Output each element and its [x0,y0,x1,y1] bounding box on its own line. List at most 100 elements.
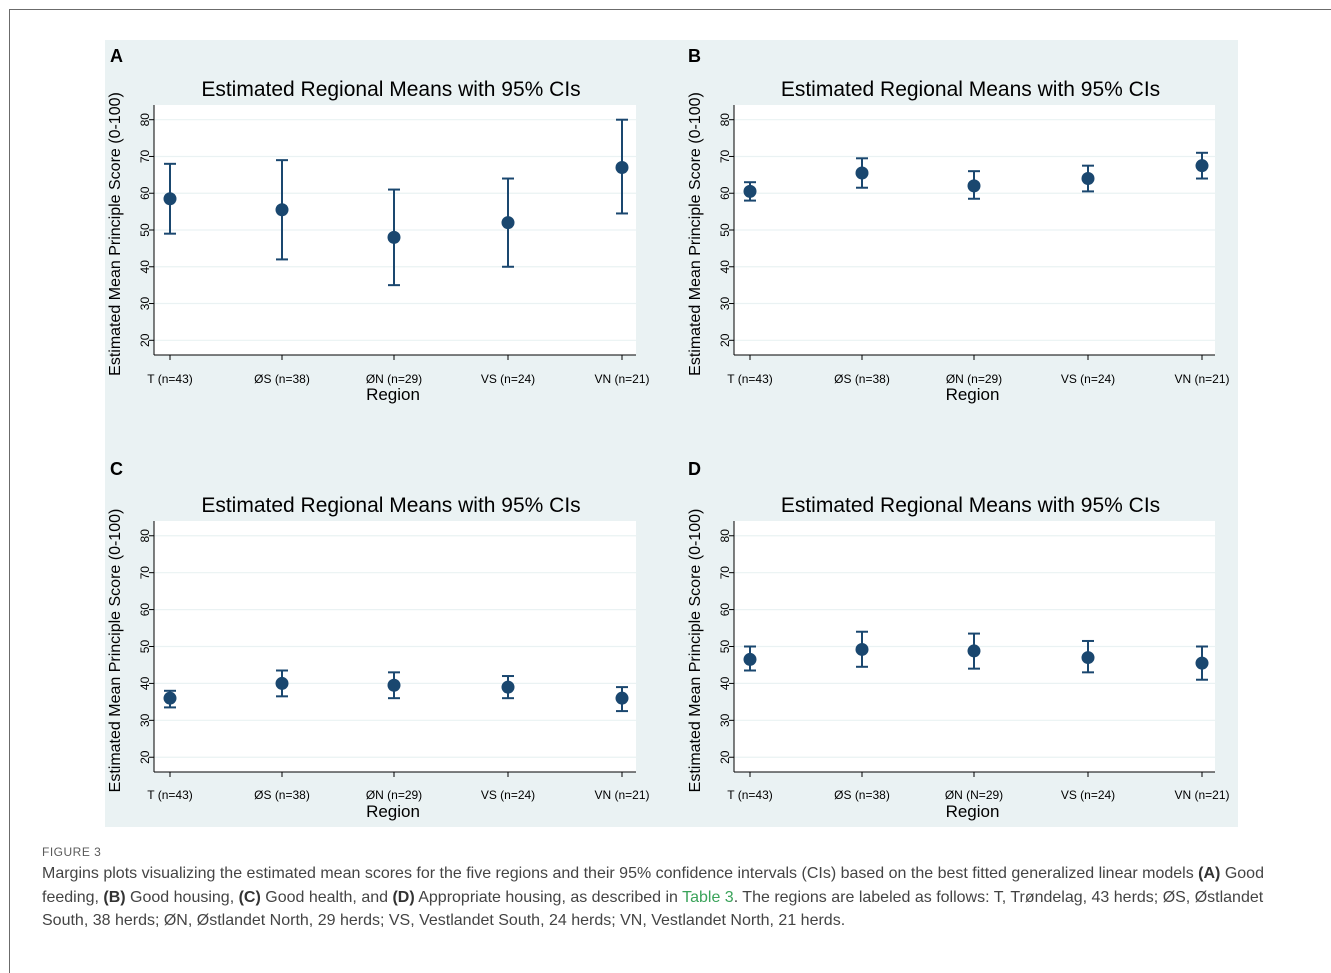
panel-letter: A [110,46,123,66]
y-tick-label: 80 [138,529,152,543]
caption-panel-c: (C) [238,888,261,906]
mean-point [967,644,981,658]
y-tick-label: 20 [718,750,732,764]
x-tick-label: ØS (n=38) [254,788,310,802]
chart-title: Estimated Regional Means with 95% CIs [201,78,580,101]
mean-point [615,161,629,174]
y-tick-label: 30 [138,713,152,727]
mean-point [1195,656,1209,670]
mean-point [1081,651,1095,665]
chart-title: Estimated Regional Means with 95% CIs [781,78,1160,101]
caption-panel-a: (A) [1198,865,1221,882]
x-tick-label: VS (n=24) [1061,788,1115,802]
mean-point [967,179,981,193]
y-tick-label: 50 [138,223,152,237]
panel-letter: D [688,459,701,479]
y-tick-label: 80 [718,113,732,127]
table-3-link[interactable]: Table 3 [682,888,734,906]
panel-a: 20 30 40 50 60 70 80 A Estimated Regional Means … [107,46,650,404]
panel-d: 20 30 40 50 60 70 80 D Estimated Regional Means … [687,459,1230,821]
chart-title: Estimated Regional Means with 95% CIs [201,494,580,517]
x-axis-label: Region [366,385,420,404]
y-tick-label: 70 [138,149,152,163]
figure-caption: Margins plots visualizing the estimated … [42,862,1302,933]
y-tick-label: 70 [718,149,732,163]
mean-point [855,166,869,180]
x-tick-label: ØN (N=29) [945,788,1003,802]
figure-label: FIGURE 3 [42,845,102,859]
mean-point [501,680,515,694]
mean-point [743,652,757,666]
x-tick-label: ØS (n=38) [834,372,890,386]
y-axis-label: Estimated Mean Principle Score (0-100) [687,92,704,376]
y-tick-label: 30 [718,297,732,311]
x-tick-label: ØN (n=29) [946,372,1002,386]
caption-panel-b-text: Good housing, [125,888,239,906]
y-tick-label: 60 [138,186,152,200]
x-tick-label: VN (n=21) [594,788,649,802]
y-axis-label: Estimated Mean Principle Score (0-100) [107,509,124,793]
mean-point [275,203,289,217]
chart-title: Estimated Regional Means with 95% CIs [781,494,1160,517]
y-tick-label: 80 [138,113,152,127]
panel-letter: B [688,46,701,66]
y-tick-label: 30 [138,297,152,311]
y-tick-label: 30 [718,713,732,727]
y-tick-label: 50 [718,640,732,654]
x-axis-label: Region [366,802,420,821]
panel-c: 20 30 40 50 60 70 80 C Estimated Regional Means … [107,459,650,821]
x-tick-label: ØS (n=38) [254,372,310,386]
mean-point [163,192,177,206]
mean-point [275,676,289,690]
x-tick-label: T (n=43) [727,372,772,386]
y-tick-label: 20 [138,750,152,764]
y-tick-label: 20 [138,333,152,347]
x-tick-label: VN (n=21) [1174,788,1229,802]
y-tick-label: 60 [138,603,152,617]
caption-panel-d: (D) [392,888,415,906]
x-axis-label: Region [946,802,1000,821]
figure-frame [9,9,1331,973]
x-tick-label: VN (n=21) [1174,372,1229,386]
caption-text-2: . The regions are labeled as follows: T,… [42,888,1264,930]
y-tick-label: 70 [138,566,152,580]
y-axis-label: Estimated Mean Principle Score (0-100) [107,92,124,376]
caption-text-1: Margins plots visualizing the estimated … [42,865,1199,882]
caption-panel-c-text: Good health, and [260,888,393,906]
mean-point [855,642,869,656]
mean-point [615,691,629,705]
y-tick-label: 20 [718,333,732,347]
y-tick-label: 50 [138,640,152,654]
x-tick-label: ØN (n=29) [366,372,422,386]
panel-letter: C [110,459,123,479]
mean-point [743,184,757,198]
mean-point [1195,159,1209,173]
x-tick-label: T (n=43) [727,788,772,802]
x-tick-label: T (n=43) [147,788,192,802]
x-tick-label: ØN (n=29) [366,788,422,802]
x-tick-label: VS (n=24) [481,788,535,802]
y-tick-label: 70 [718,566,732,580]
y-tick-label: 60 [718,603,732,617]
y-tick-label: 40 [138,260,152,274]
caption-panel-a-text: Good feeding, [42,865,1264,906]
caption-panel-d-text: Appropriate housing, as described in [414,888,683,906]
mean-point [387,678,401,692]
y-tick-label: 40 [718,676,732,690]
x-tick-label: VS (n=24) [481,372,535,386]
caption-panel-b: (B) [103,888,126,906]
x-tick-label: VN (n=21) [594,372,649,386]
y-axis-label: Estimated Mean Principle Score (0-100) [687,509,704,793]
y-tick-label: 50 [718,223,732,237]
y-tick-label: 60 [718,186,732,200]
panel-b: 20 30 40 50 60 70 80 B Estimated Regional Means … [687,46,1230,404]
mean-point [1081,172,1095,186]
mean-point [163,691,177,705]
y-tick-label: 40 [138,676,152,690]
y-tick-label: 80 [718,529,732,543]
y-tick-label: 40 [718,260,732,274]
mean-point [501,216,515,230]
x-axis-label: Region [946,385,1000,404]
x-tick-label: T (n=43) [147,372,192,386]
